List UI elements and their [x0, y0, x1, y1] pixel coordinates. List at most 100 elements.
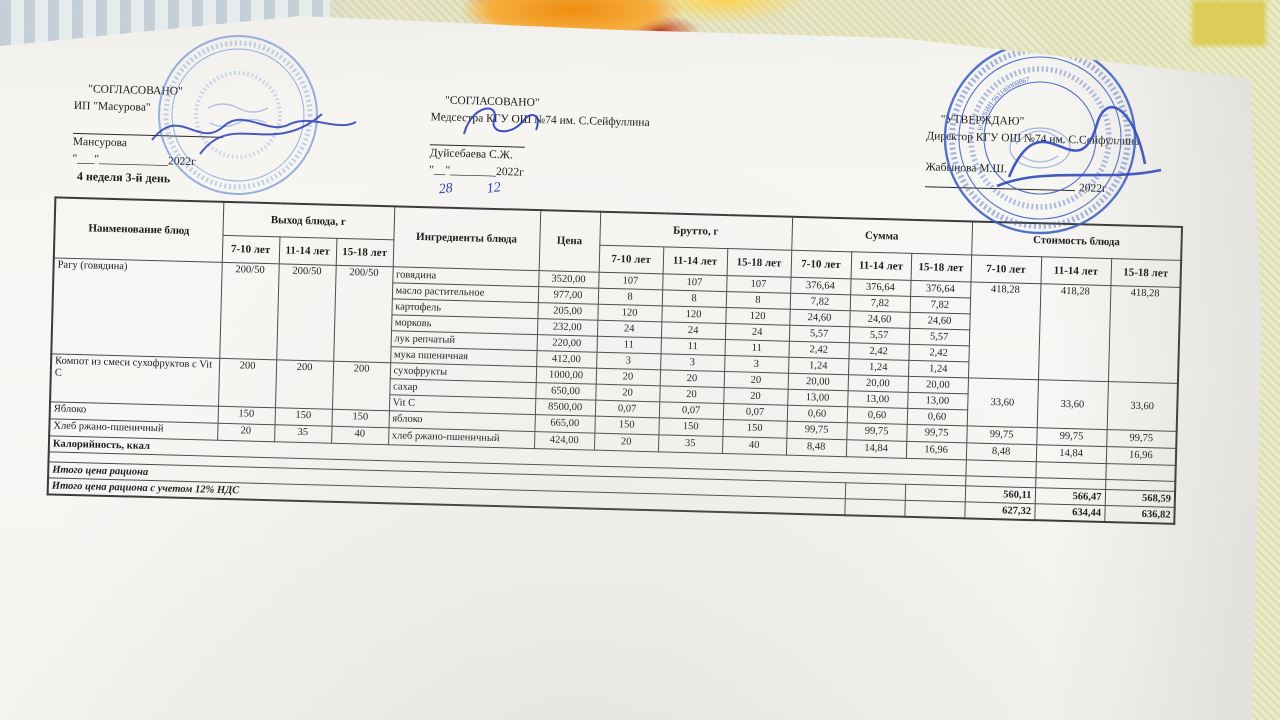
- age-header: 15-18 лет: [1110, 258, 1182, 288]
- price-cell: 3520,00: [538, 270, 599, 289]
- approval-block-middle: "СОГЛАСОВАНО" Медсестра КГУ ОШ №74 им. С…: [429, 92, 650, 198]
- sum-cell: 20,00: [787, 373, 849, 391]
- sum-cell: 24,60: [849, 310, 910, 329]
- dish-cost: 99,75: [966, 425, 1037, 445]
- col-header-brutto: Брутто, г: [599, 211, 793, 251]
- col-header-cost: Стоимость блюда: [971, 221, 1183, 261]
- sum-cell: 2,42: [908, 344, 969, 362]
- total-value: 560,11: [964, 485, 1036, 504]
- sum-cell: 16,96: [905, 441, 967, 460]
- col-header-price: Цена: [538, 210, 601, 273]
- total-value: 634,44: [1034, 503, 1105, 523]
- dish-cost: 33,60: [1106, 381, 1179, 432]
- brutto-cell: 120: [661, 305, 726, 324]
- dish-cost: 418,28: [1038, 283, 1111, 382]
- col-header-name: Наименование блюд: [53, 197, 224, 263]
- price-cell: 8500,00: [534, 398, 596, 417]
- sum-cell: 376,64: [790, 277, 851, 295]
- price-cell: 220,00: [536, 334, 597, 353]
- sum-cell: 13,00: [907, 392, 968, 410]
- price-cell: 977,00: [537, 286, 599, 305]
- brutto-cell: 8: [661, 289, 727, 308]
- age-header: 15-18 лет: [726, 248, 792, 278]
- approval-block-left: "СОГЛАСОВАНО" ИП "Масурова" Мансурова "_…: [72, 81, 224, 172]
- sum-cell: 8,48: [785, 438, 847, 457]
- sum-cell: 5,57: [788, 325, 850, 343]
- age-header: 11-14 лет: [662, 246, 728, 276]
- dish-name: Компот из смеси сухофруктов с Vit C: [50, 353, 220, 407]
- sum-cell: 99,75: [846, 422, 907, 442]
- price-cell: 1000,00: [535, 366, 597, 385]
- brutto-cell: 0,07: [722, 403, 788, 422]
- brutto-cell: 20: [595, 368, 661, 386]
- dish-cost: 33,60: [966, 377, 1039, 428]
- total-value: 627,32: [964, 501, 1035, 521]
- brutto-cell: 11: [596, 336, 661, 354]
- dish-cost: 418,28: [1108, 285, 1181, 384]
- age-header: 15-18 лет: [910, 253, 972, 282]
- sum-cell: 99,75: [906, 424, 967, 443]
- menu-table: Наименование блюд Выход блюда, г Ингреди…: [46, 196, 1184, 525]
- sum-cell: 7,82: [909, 296, 971, 314]
- dish-yield: 40: [331, 426, 389, 445]
- approval-block-right: "УТВЕРЖДАЮ" Директор КГУ ОШ №74 им. С.Се…: [924, 111, 1140, 199]
- dish-yield: 150: [217, 406, 275, 425]
- age-header: 7-10 лет: [970, 254, 1042, 284]
- brutto-cell: 11: [724, 339, 789, 358]
- dish-yield: 150: [331, 409, 389, 428]
- age-header: 7-10 лет: [790, 250, 852, 279]
- brutto-cell: 107: [662, 273, 727, 292]
- total-value: 568,59: [1104, 489, 1176, 508]
- sum-cell: 0,60: [846, 406, 908, 425]
- sum-cell: 5,57: [848, 326, 910, 345]
- dish-yield: 200: [274, 359, 334, 410]
- dish-name: Рагу (говядина): [51, 257, 222, 359]
- price-cell: 650,00: [535, 382, 596, 401]
- sum-cell: 24,60: [909, 312, 970, 330]
- brutto-cell: 35: [657, 434, 723, 454]
- dish-cost: 418,28: [968, 281, 1041, 380]
- sum-cell: 7,82: [789, 293, 851, 311]
- sum-cell: 20,00: [847, 374, 909, 393]
- week-label: 4 неделя 3-й день: [76, 169, 171, 186]
- brutto-cell: 107: [598, 272, 663, 290]
- age-header: 11-14 лет: [1040, 256, 1112, 286]
- sum-cell: 1,24: [848, 358, 909, 377]
- age-header: 11-14 лет: [850, 251, 912, 281]
- dish-yield: 20: [217, 423, 275, 442]
- sum-cell: 20,00: [907, 376, 969, 394]
- dish-cost: 99,75: [1036, 427, 1107, 447]
- menu-document: "СОГЛАСОВАНО" ИП "Масурова" Мансурова "_…: [40, 60, 1240, 525]
- sum-cell: 2,42: [848, 342, 909, 361]
- age-header: 11-14 лет: [278, 236, 337, 266]
- tablecloth-yellow-patch: [1192, 0, 1266, 46]
- brutto-cell: 150: [594, 416, 659, 435]
- handwritten-day: 28: [437, 180, 454, 198]
- dish-yield: 35: [274, 424, 332, 444]
- age-header: 7-10 лет: [598, 245, 664, 274]
- brutto-cell: 3: [724, 355, 789, 374]
- price-cell: 205,00: [537, 302, 598, 321]
- brutto-cell: 8: [725, 291, 791, 310]
- brutto-cell: 150: [658, 417, 723, 437]
- brutto-cell: 20: [594, 433, 659, 452]
- sum-cell: 2,42: [788, 341, 849, 359]
- brutto-cell: 107: [726, 275, 791, 294]
- brutto-cell: 3: [660, 353, 725, 372]
- brutto-cell: 24: [724, 323, 790, 342]
- price-cell: 665,00: [534, 414, 595, 434]
- brutto-cell: 20: [595, 384, 660, 402]
- total-value: 636,82: [1104, 505, 1175, 524]
- dish-cost: 14,84: [1035, 444, 1107, 464]
- sum-cell: 13,00: [787, 389, 848, 407]
- price-cell: 412,00: [536, 350, 597, 369]
- price-cell: 232,00: [537, 318, 598, 337]
- brutto-cell: 3: [596, 352, 661, 370]
- dish-yield: 200: [331, 361, 391, 411]
- dish-cost: 33,60: [1036, 379, 1109, 430]
- approval-org: ИП "Масурова": [73, 99, 151, 114]
- col-header-ingredients: Ингредиенты блюда: [392, 206, 541, 271]
- sum-cell: 24,60: [789, 309, 850, 327]
